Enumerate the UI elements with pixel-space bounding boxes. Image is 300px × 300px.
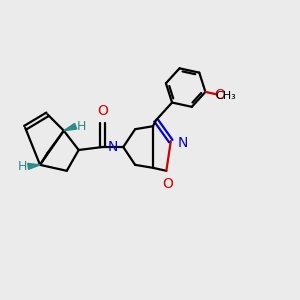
Polygon shape (28, 164, 40, 169)
Text: O: O (214, 88, 225, 102)
Text: N: N (108, 140, 119, 154)
Text: H: H (77, 120, 86, 133)
Text: O: O (162, 177, 173, 191)
Polygon shape (64, 123, 77, 131)
Text: N: N (177, 136, 188, 150)
Text: O: O (97, 104, 108, 118)
Text: CH₃: CH₃ (215, 91, 236, 101)
Text: H: H (18, 160, 27, 173)
